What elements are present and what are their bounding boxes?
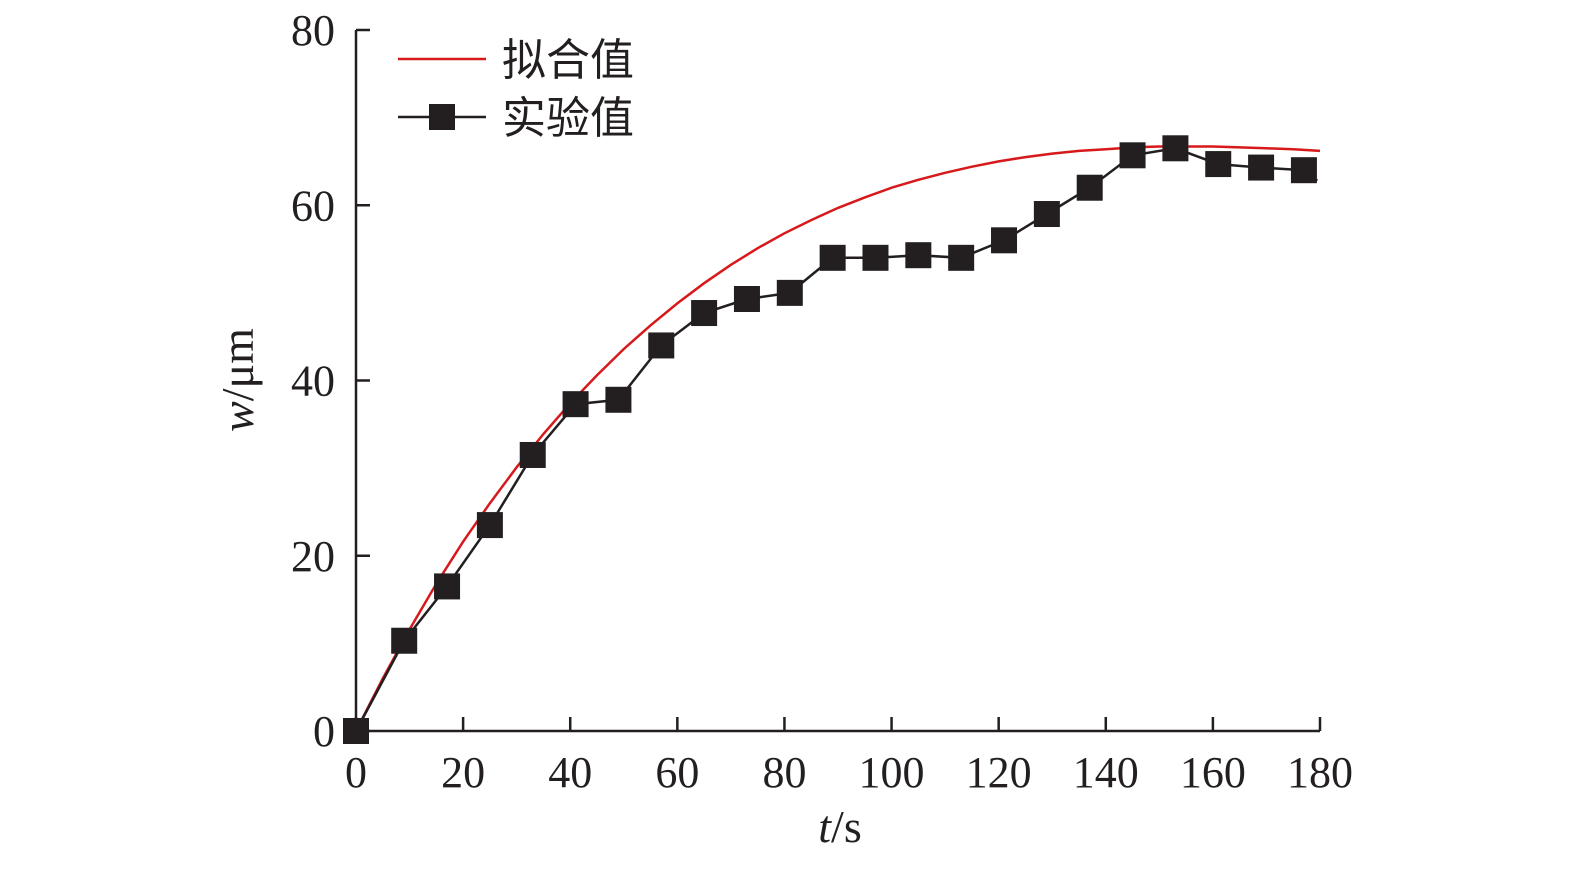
experimental-point [691,300,718,327]
fit-series-line [354,145,1321,732]
experimental-point [519,441,546,468]
x-tick-label: 160 [1180,748,1246,797]
y-tick-label: 40 [291,357,335,406]
legend-fit-label: 拟合值 [502,35,634,86]
experimental-point [1162,135,1189,162]
x-tick-label: 120 [966,748,1032,797]
x-tick-label: 80 [762,748,806,797]
experimental-point [434,573,461,600]
x-tick-label: 20 [441,748,485,797]
experimental-point [391,627,418,654]
legend-experimental-marker [429,104,455,130]
experimental-point [905,242,932,269]
axes: 0 20 40 60 80 100 120 140 160 180 0 20 40 60 80 [291,6,1353,797]
x-axis-label: t/s [818,801,861,852]
fit-curve-layer [354,145,1321,732]
experimental-point [776,279,803,306]
experimental-point [1076,174,1103,201]
experimental-point [476,512,503,539]
y-tick-label: 20 [291,532,335,581]
experimental-point [1248,154,1275,181]
experimental-point [862,244,889,271]
experimental-markers-layer [343,135,1317,744]
x-tick-label: 180 [1287,748,1353,797]
experimental-point [1033,201,1060,228]
experimental-point [948,244,975,271]
x-tick-label: 0 [345,748,367,797]
experimental-series-line [354,147,1319,732]
x-tick-label: 100 [859,748,925,797]
y-tick-label: 80 [291,6,335,55]
experimental-line-layer [354,147,1319,732]
y-tick-label: 60 [291,181,335,230]
y-axis-label: w/μm [212,328,263,432]
experimental-point [1205,151,1232,178]
experimental-point [1290,157,1317,184]
x-tick-label: 140 [1073,748,1139,797]
experimental-point [991,227,1018,254]
legend-experimental-label: 实验值 [502,93,634,144]
x-tick-label: 40 [548,748,592,797]
experimental-point [1119,142,1146,169]
experimental-point [648,332,675,359]
y-tick-label: 0 [313,707,335,756]
experimental-point [733,286,760,313]
experimental-point [819,244,846,271]
experimental-point [562,391,589,418]
x-tick-label: 60 [655,748,699,797]
experimental-point [605,386,632,413]
